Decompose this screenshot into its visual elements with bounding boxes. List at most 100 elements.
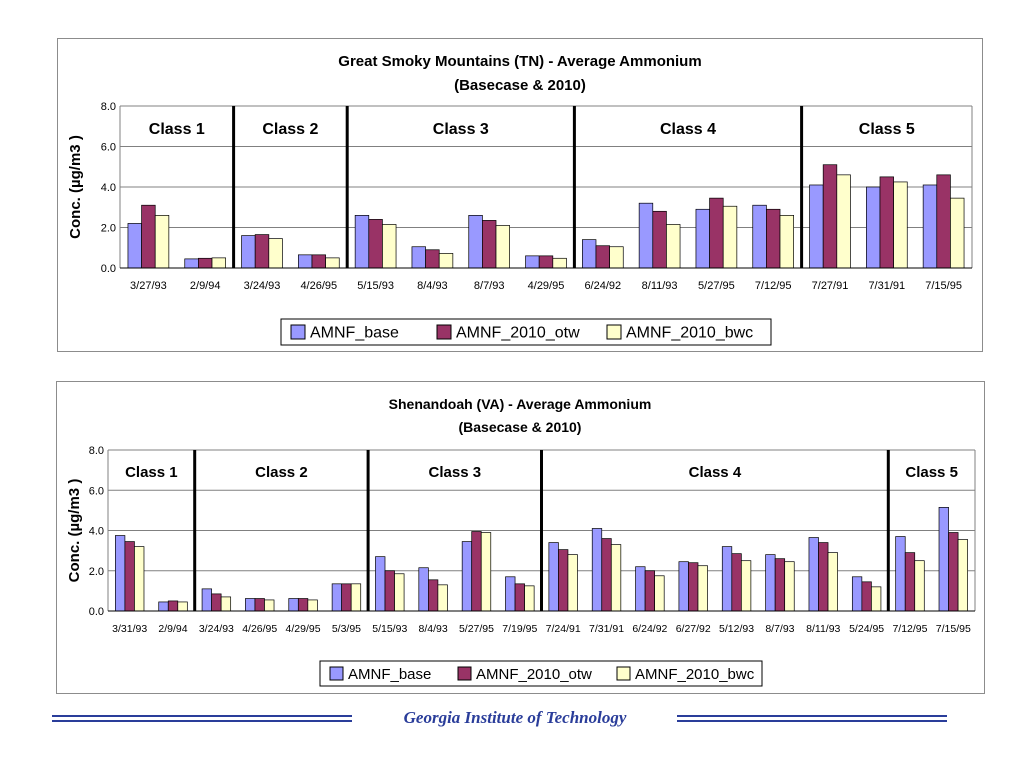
bar-amnf-base	[808, 537, 819, 612]
x-tick-label: 7/12/95	[892, 623, 927, 635]
class-label: Class 1	[125, 464, 178, 481]
x-tick-label: 3/31/93	[112, 623, 147, 635]
x-tick-label: 5/24/95	[849, 623, 884, 635]
bar-amnf-2010-bwc	[134, 546, 145, 612]
bar-amnf-base	[895, 536, 906, 612]
bar-amnf-2010-otw	[879, 176, 894, 269]
bar-amnf-base	[331, 583, 343, 612]
y-tick-label: 2.0	[89, 566, 104, 578]
bar-amnf-base	[468, 215, 483, 269]
legend-swatch	[329, 666, 344, 681]
bar-amnf-2010-otw	[936, 174, 951, 269]
chart-top-svg: Great Smoky Mountains (TN) - Average Amm…	[67, 53, 973, 346]
bar-amnf-base	[678, 561, 689, 612]
bar-amnf-2010-bwc	[325, 257, 340, 269]
bar-amnf-base	[158, 601, 169, 612]
bar-amnf-base	[938, 507, 949, 612]
bar-amnf-2010-bwc	[779, 215, 794, 269]
bar-amnf-base	[582, 239, 597, 269]
x-tick-label: 7/12/95	[755, 280, 792, 292]
class-label: Class 4	[660, 121, 716, 138]
x-tick-label: 6/24/92	[632, 623, 667, 635]
bar-amnf-2010-otw	[601, 538, 612, 612]
y-tick-label: 0.0	[101, 263, 116, 275]
class-label: Class 1	[149, 121, 205, 138]
x-tick-label: 7/15/95	[925, 280, 962, 292]
bar-amnf-base	[851, 576, 863, 612]
bar-amnf-2010-otw	[198, 257, 213, 269]
bar-amnf-2010-otw	[904, 552, 916, 612]
bar-amnf-base	[695, 208, 710, 269]
x-tick-label: 3/27/93	[130, 280, 167, 292]
bar-amnf-2010-otw	[482, 220, 497, 269]
class-label: Class 2	[262, 121, 318, 138]
x-tick-label: 3/24/93	[244, 280, 281, 292]
bar-amnf-base	[354, 215, 370, 269]
bar-amnf-2010-otw	[211, 593, 222, 612]
chart-title: Shenandoah (VA) - Average Ammonium	[389, 396, 652, 412]
y-axis-label: Conc. (µg/m3 )	[66, 479, 83, 583]
bar-amnf-base	[591, 528, 603, 612]
bar-amnf-2010-bwc	[524, 585, 535, 612]
bar-amnf-2010-bwc	[177, 601, 188, 612]
bar-amnf-2010-bwc	[914, 560, 925, 612]
bar-amnf-2010-bwc	[154, 215, 170, 269]
class-label: Class 5	[905, 464, 958, 481]
bar-amnf-base	[411, 246, 426, 269]
bar-amnf-base	[298, 254, 313, 269]
bar-amnf-2010-bwc	[495, 225, 510, 269]
legend-label: AMNF_2010_otw	[476, 666, 592, 683]
bar-amnf-2010-bwc	[610, 544, 622, 612]
chart-bottom: Shenandoah (VA) - Average Ammonium (Basec…	[56, 381, 985, 694]
x-tick-label: 8/11/93	[806, 623, 840, 635]
bar-amnf-base	[505, 576, 516, 612]
chart-bottom-svg: Shenandoah (VA) - Average Ammonium (Basec…	[66, 396, 976, 687]
x-tick-label: 2/9/94	[190, 280, 221, 292]
class-label: Class 4	[689, 464, 742, 481]
x-tick-label: 2/9/94	[158, 623, 187, 635]
bar-amnf-2010-bwc	[740, 560, 752, 612]
bar-amnf-2010-bwc	[350, 583, 362, 612]
x-tick-label: 5/15/93	[357, 280, 394, 292]
x-tick-label: 6/27/92	[676, 623, 711, 635]
bar-amnf-2010-bwc	[437, 584, 448, 612]
bar-amnf-base	[375, 556, 386, 612]
x-tick-label: 8/7/93	[474, 280, 505, 292]
bar-amnf-2010-otw	[558, 549, 569, 612]
y-tick-label: 2.0	[101, 223, 116, 235]
bar-amnf-2010-otw	[425, 249, 440, 269]
y-tick-label: 0.0	[89, 606, 104, 618]
x-tick-label: 8/4/93	[417, 280, 448, 292]
class-label: Class 3	[433, 121, 489, 138]
bar-amnf-2010-bwc	[827, 552, 838, 612]
x-tick-label: 7/31/91	[868, 280, 905, 292]
chart-subtitle: (Basecase & 2010)	[454, 77, 586, 94]
bar-amnf-2010-otw	[254, 234, 270, 269]
bar-amnf-2010-bwc	[480, 532, 492, 612]
bar-amnf-2010-bwc	[666, 224, 681, 269]
bar-amnf-2010-bwc	[567, 554, 578, 612]
bar-amnf-base	[241, 235, 256, 269]
bar-amnf-2010-bwc	[609, 246, 624, 269]
bar-amnf-2010-otw	[818, 542, 829, 612]
x-tick-label: 8/4/93	[419, 623, 448, 635]
y-tick-label: 8.0	[89, 445, 104, 457]
bar-amnf-2010-bwc	[552, 257, 567, 269]
bar-amnf-base	[115, 535, 126, 612]
y-tick-label: 4.0	[89, 526, 104, 538]
bar-amnf-2010-otw	[254, 598, 265, 612]
bar-amnf-2010-otw	[731, 553, 742, 612]
bar-amnf-2010-bwc	[394, 573, 405, 612]
x-tick-label: 8/7/93	[765, 623, 794, 635]
bar-amnf-base	[461, 541, 473, 612]
y-tick-label: 4.0	[101, 182, 116, 194]
class-label: Class 3	[429, 464, 482, 481]
bar-amnf-2010-otw	[368, 219, 383, 269]
bar-amnf-2010-bwc	[307, 599, 318, 612]
bar-amnf-base	[525, 255, 540, 269]
legend-label: AMNF_base	[310, 325, 399, 342]
chart-title: Great Smoky Mountains (TN) - Average Amm…	[338, 53, 701, 70]
bar-amnf-2010-otw	[595, 245, 610, 269]
legend-swatch	[290, 324, 306, 340]
bar-amnf-2010-otw	[688, 562, 699, 612]
